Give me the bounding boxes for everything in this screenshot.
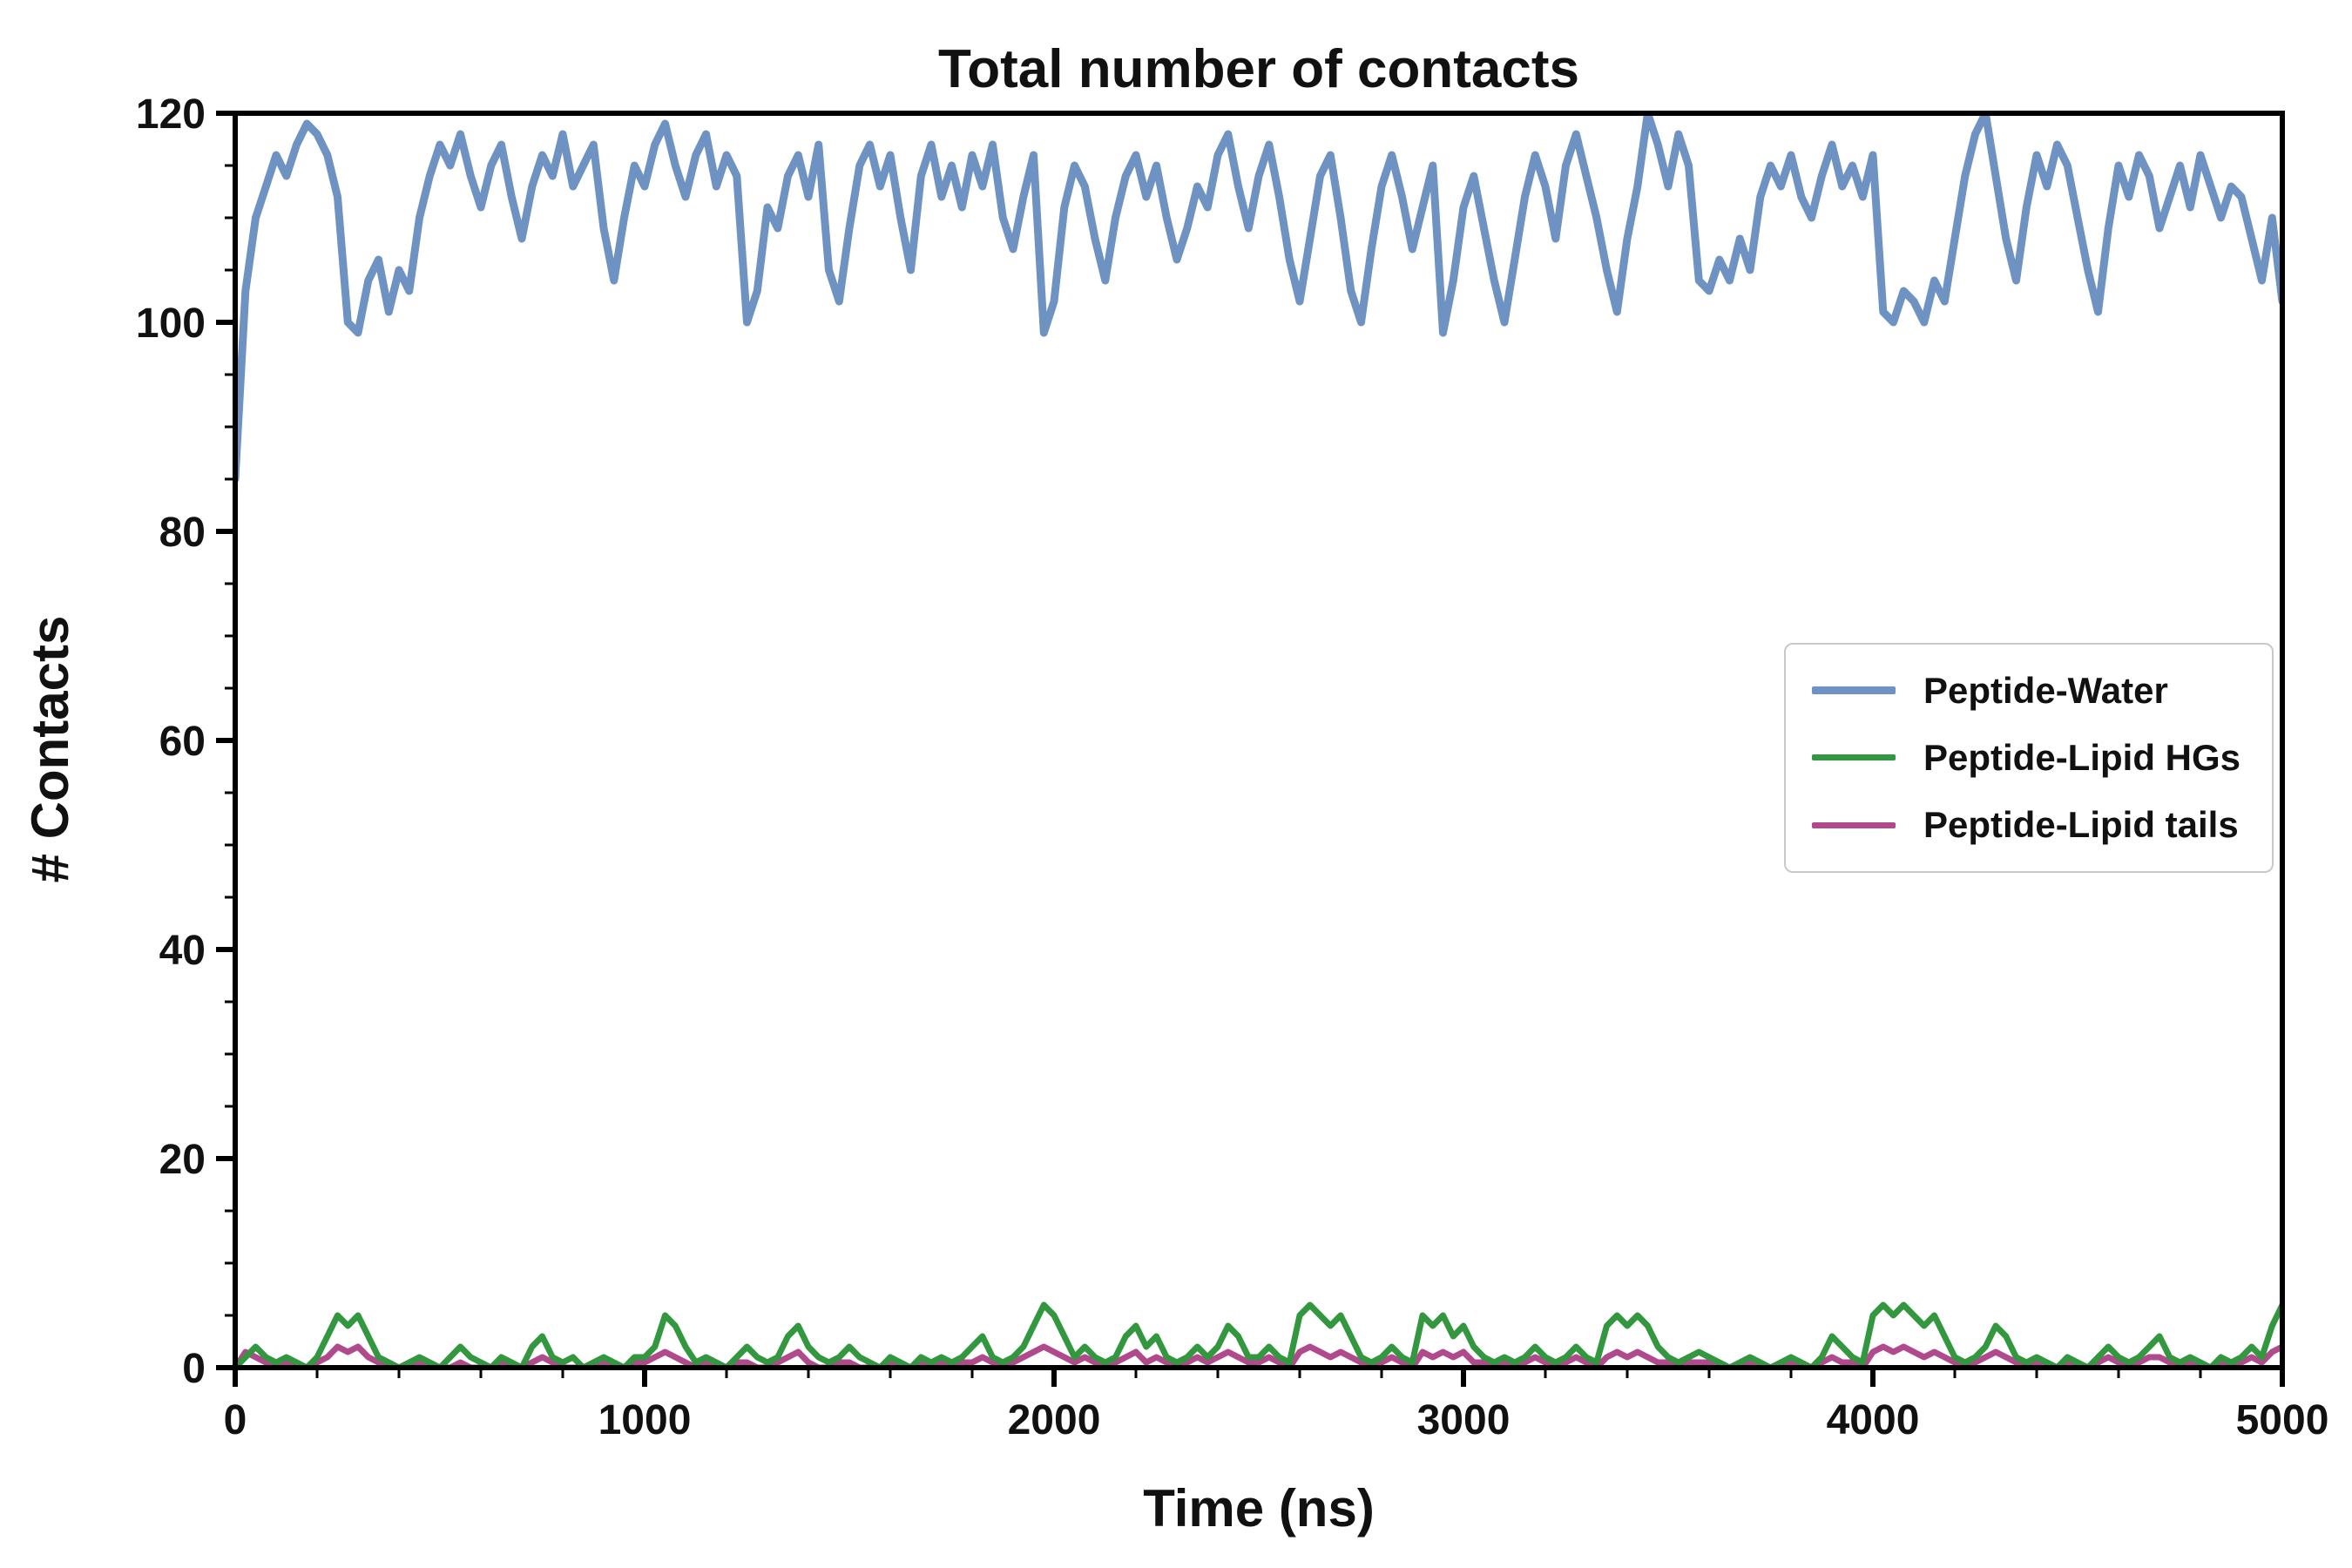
series-line-2 <box>235 1343 2282 1368</box>
ticks-layer <box>216 111 2285 1387</box>
x-tick-label-4: 4000 <box>1827 1397 1920 1443</box>
x-tick-label-2: 2000 <box>1008 1397 1101 1443</box>
x-tick-label-1: 1000 <box>598 1397 692 1443</box>
x-tick-label-3: 3000 <box>1417 1397 1511 1443</box>
legend-label-peptide-water: Peptide-Water <box>1923 669 2168 711</box>
chart-title: Total number of contacts <box>938 39 1579 99</box>
plot-layer: 0 1000 2000 3000 4000 5000 0 20 40 60 80 100 120 <box>136 91 2328 1443</box>
x-tick-label-5: 5000 <box>2236 1397 2329 1443</box>
legend-label-peptide-lipid-tails: Peptide-Lipid tails <box>1923 804 2239 846</box>
legend-item-peptide-water: Peptide-Water <box>1812 670 2246 712</box>
legend-label-peptide-lipid-hgs: Peptide-Lipid HGs <box>1923 736 2241 778</box>
series-line-1 <box>235 1301 2282 1368</box>
y-tick-label-2: 40 <box>159 928 206 974</box>
legend-swatch-peptide-lipid-tails <box>1812 821 1896 828</box>
series-layer <box>235 113 2282 1368</box>
legend-swatch-peptide-lipid-hgs <box>1812 754 1896 761</box>
legend-swatch-peptide-water <box>1812 686 1896 695</box>
y-tick-label-6: 120 <box>136 91 206 138</box>
x-axis-label: Time (ns) <box>1143 1479 1375 1538</box>
x-tick-label-0: 0 <box>224 1397 247 1443</box>
legend: Peptide-Water Peptide-Lipid HGs Peptide-… <box>1784 643 2274 873</box>
legend-item-peptide-lipid-hgs: Peptide-Lipid HGs <box>1812 737 2246 779</box>
y-tick-label-1: 20 <box>159 1137 206 1183</box>
y-tick-label-5: 100 <box>136 301 206 347</box>
y-axis-label: # Contacts <box>21 616 79 883</box>
legend-item-peptide-lipid-tails: Peptide-Lipid tails <box>1812 804 2246 846</box>
y-tick-label-3: 60 <box>159 719 206 765</box>
series-line-0 <box>235 113 2282 483</box>
y-tick-label-0: 0 <box>182 1346 206 1392</box>
y-tick-label-4: 80 <box>159 510 206 556</box>
